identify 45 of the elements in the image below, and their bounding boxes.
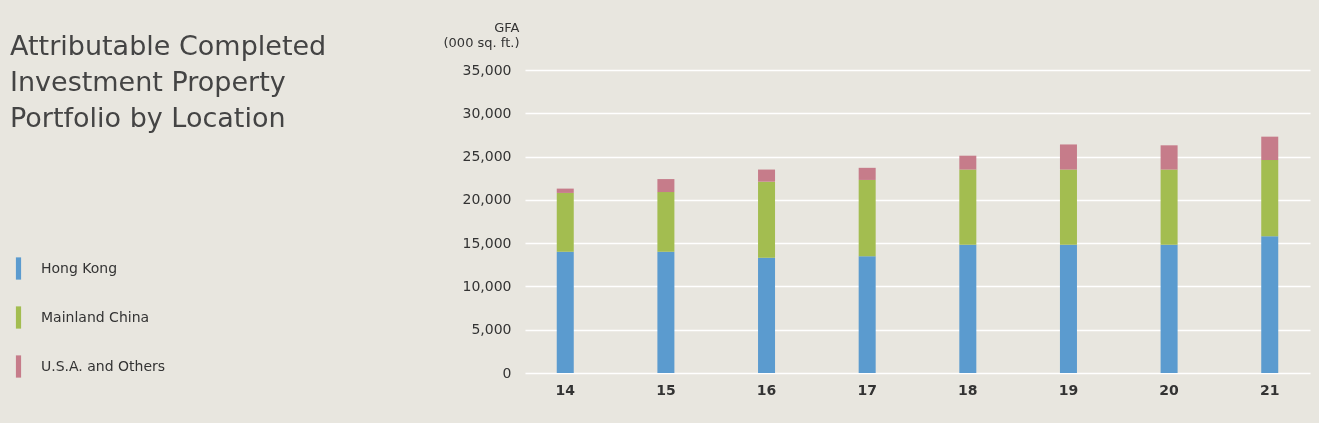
y-tick-label: 25,000 [462, 148, 512, 165]
x-tick-label: 21 [1260, 381, 1280, 398]
x-tick-label: 20 [1159, 381, 1180, 398]
bar [959, 244, 977, 373]
bar [1160, 145, 1178, 170]
y-tick-label: 5,000 [471, 321, 512, 338]
x-tick-label: 17 [857, 381, 877, 398]
bar [556, 192, 574, 252]
y-tick-label: 10,000 [462, 277, 512, 294]
y-axis-title: GFA (000 sq. ft.) [443, 19, 520, 50]
x-tick-label: 19 [1058, 381, 1079, 398]
x-tick-label: 16 [756, 381, 777, 398]
bar [959, 169, 977, 245]
x-tick-label: 14 [555, 381, 576, 398]
bar [1261, 160, 1279, 237]
bar [1261, 136, 1279, 161]
bar [1160, 169, 1178, 245]
bar [1160, 244, 1178, 373]
y-tick-label: 20,000 [462, 191, 512, 208]
x-tick-label: 18 [958, 381, 978, 398]
bar [758, 169, 776, 182]
bar [1059, 244, 1077, 373]
bar [959, 155, 977, 170]
y-tick-label: 35,000 [462, 61, 512, 78]
bar [1059, 169, 1077, 245]
legend-label: Hong Kong [41, 259, 118, 276]
text: Attributable Completed Investment Property Portfolio by Location [10, 30, 327, 133]
bar [758, 257, 776, 373]
bar [1059, 144, 1077, 170]
legend-label: U.S.A. and Others [41, 357, 166, 374]
bar [657, 192, 675, 252]
bar [556, 251, 574, 373]
bar [858, 179, 876, 257]
bar [657, 179, 675, 193]
y-tick-label: 0 [502, 364, 512, 381]
bar [1261, 236, 1279, 373]
y-tick-label: 30,000 [462, 104, 512, 121]
bar [657, 251, 675, 373]
bar [858, 167, 876, 180]
bar [758, 181, 776, 258]
y-tick-label: 15,000 [462, 234, 512, 251]
legend-label: Mainland China [41, 308, 150, 325]
x-tick-label: 15 [656, 381, 676, 398]
bar [556, 188, 574, 193]
bar [858, 256, 876, 373]
